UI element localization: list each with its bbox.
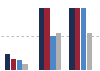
Bar bbox=[81, 8, 86, 70]
Bar bbox=[39, 8, 44, 70]
Bar bbox=[44, 8, 50, 70]
Bar bbox=[50, 36, 56, 70]
Bar bbox=[69, 8, 75, 70]
Bar bbox=[17, 60, 22, 70]
Bar bbox=[56, 33, 61, 70]
Bar bbox=[11, 59, 16, 70]
Bar bbox=[5, 54, 10, 70]
Bar bbox=[75, 8, 80, 70]
Bar bbox=[22, 64, 28, 70]
Bar bbox=[87, 33, 92, 70]
